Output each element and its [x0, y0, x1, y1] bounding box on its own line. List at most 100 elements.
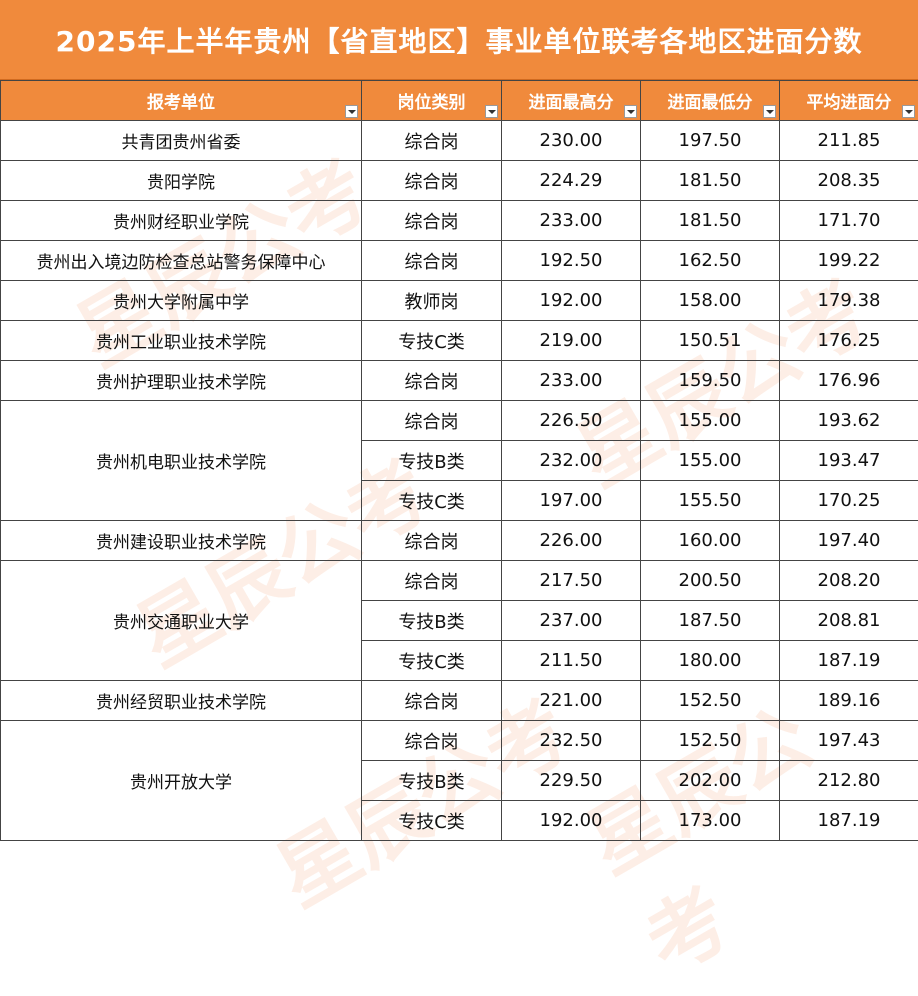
cell-min[interactable]: 173.00 — [641, 801, 780, 841]
header-label: 报考单位 — [147, 93, 215, 113]
cell-post[interactable]: 综合岗 — [362, 561, 502, 601]
filter-dropdown-icon[interactable] — [345, 105, 358, 118]
cell-avg[interactable]: 187.19 — [780, 641, 918, 681]
cell-post[interactable]: 专技C类 — [362, 481, 502, 521]
cell-min[interactable]: 162.50 — [641, 241, 780, 281]
cell-avg[interactable]: 199.22 — [780, 241, 918, 281]
cell-avg[interactable]: 179.38 — [780, 281, 918, 321]
cell-max[interactable]: 229.50 — [502, 761, 641, 801]
filter-dropdown-icon[interactable] — [485, 105, 498, 118]
cell-unit[interactable]: 贵州大学附属中学 — [1, 281, 362, 321]
cell-post[interactable]: 专技B类 — [362, 601, 502, 641]
cell-max[interactable]: 224.29 — [502, 161, 641, 201]
cell-min[interactable]: 155.00 — [641, 441, 780, 481]
cell-avg[interactable]: 193.47 — [780, 441, 918, 481]
cell-max[interactable]: 226.50 — [502, 401, 641, 441]
cell-min[interactable]: 202.00 — [641, 761, 780, 801]
cell-avg[interactable]: 187.19 — [780, 801, 918, 841]
cell-post[interactable]: 专技C类 — [362, 801, 502, 841]
cell-min[interactable]: 159.50 — [641, 361, 780, 401]
cell-unit[interactable]: 贵州机电职业技术学院 — [1, 401, 362, 521]
cell-post[interactable]: 综合岗 — [362, 361, 502, 401]
cell-min[interactable]: 181.50 — [641, 201, 780, 241]
cell-min[interactable]: 155.50 — [641, 481, 780, 521]
cell-post[interactable]: 综合岗 — [362, 721, 502, 761]
cell-post[interactable]: 专技C类 — [362, 321, 502, 361]
cell-post[interactable]: 综合岗 — [362, 681, 502, 721]
filter-dropdown-icon[interactable] — [624, 105, 637, 118]
cell-avg[interactable]: 208.81 — [780, 601, 918, 641]
cell-max[interactable]: 232.50 — [502, 721, 641, 761]
cell-unit[interactable]: 贵州工业职业技术学院 — [1, 321, 362, 361]
cell-post[interactable]: 综合岗 — [362, 201, 502, 241]
cell-max[interactable]: 219.00 — [502, 321, 641, 361]
cell-max[interactable]: 192.00 — [502, 801, 641, 841]
cell-unit[interactable]: 贵州经贸职业技术学院 — [1, 681, 362, 721]
cell-max[interactable]: 230.00 — [502, 121, 641, 161]
header-label: 平均进面分 — [807, 93, 892, 113]
cell-max[interactable]: 226.00 — [502, 521, 641, 561]
cell-avg[interactable]: 211.85 — [780, 121, 918, 161]
cell-min[interactable]: 200.50 — [641, 561, 780, 601]
cell-max[interactable]: 237.00 — [502, 601, 641, 641]
cell-min[interactable]: 197.50 — [641, 121, 780, 161]
cell-post[interactable]: 综合岗 — [362, 121, 502, 161]
cell-avg[interactable]: 197.43 — [780, 721, 918, 761]
cell-min[interactable]: 152.50 — [641, 721, 780, 761]
cell-max[interactable]: 197.00 — [502, 481, 641, 521]
header-max[interactable]: 进面最高分 — [502, 81, 641, 121]
cell-max[interactable]: 211.50 — [502, 641, 641, 681]
header-min[interactable]: 进面最低分 — [641, 81, 780, 121]
cell-avg[interactable]: 170.25 — [780, 481, 918, 521]
filter-dropdown-icon[interactable] — [763, 105, 776, 118]
cell-max[interactable]: 233.00 — [502, 201, 641, 241]
cell-unit[interactable]: 贵州开放大学 — [1, 721, 362, 841]
cell-min[interactable]: 150.51 — [641, 321, 780, 361]
cell-max[interactable]: 221.00 — [502, 681, 641, 721]
filter-dropdown-icon[interactable] — [902, 105, 915, 118]
cell-unit[interactable]: 贵州建设职业技术学院 — [1, 521, 362, 561]
cell-min[interactable]: 160.00 — [641, 521, 780, 561]
cell-post[interactable]: 专技B类 — [362, 441, 502, 481]
cell-avg[interactable]: 193.62 — [780, 401, 918, 441]
cell-min[interactable]: 152.50 — [641, 681, 780, 721]
cell-max[interactable]: 232.00 — [502, 441, 641, 481]
cell-min[interactable]: 158.00 — [641, 281, 780, 321]
cell-min[interactable]: 181.50 — [641, 161, 780, 201]
cell-unit[interactable]: 贵州出入境边防检查总站警务保障中心 — [1, 241, 362, 281]
header-avg[interactable]: 平均进面分 — [780, 81, 918, 121]
cell-avg[interactable]: 197.40 — [780, 521, 918, 561]
cell-max[interactable]: 192.50 — [502, 241, 641, 281]
cell-avg[interactable]: 208.35 — [780, 161, 918, 201]
cell-unit[interactable]: 贵州财经职业学院 — [1, 201, 362, 241]
cell-post[interactable]: 综合岗 — [362, 241, 502, 281]
cell-unit[interactable]: 贵州护理职业技术学院 — [1, 361, 362, 401]
cell-post[interactable]: 综合岗 — [362, 521, 502, 561]
cell-avg[interactable]: 176.25 — [780, 321, 918, 361]
cell-max[interactable]: 233.00 — [502, 361, 641, 401]
cell-post[interactable]: 专技B类 — [362, 761, 502, 801]
cell-post[interactable]: 综合岗 — [362, 161, 502, 201]
cell-max[interactable]: 217.50 — [502, 561, 641, 601]
cell-avg[interactable]: 212.80 — [780, 761, 918, 801]
cell-avg[interactable]: 208.20 — [780, 561, 918, 601]
cell-unit[interactable]: 贵阳学院 — [1, 161, 362, 201]
cell-post[interactable]: 教师岗 — [362, 281, 502, 321]
cell-max[interactable]: 192.00 — [502, 281, 641, 321]
header-post[interactable]: 岗位类别 — [362, 81, 502, 121]
cell-avg[interactable]: 189.16 — [780, 681, 918, 721]
cell-avg[interactable]: 171.70 — [780, 201, 918, 241]
cell-unit[interactable]: 共青团贵州省委 — [1, 121, 362, 161]
cell-min[interactable]: 155.00 — [641, 401, 780, 441]
page-title: 2025年上半年贵州【省直地区】事业单位联考各地区进面分数 — [0, 0, 918, 80]
cell-unit[interactable]: 贵州交通职业大学 — [1, 561, 362, 681]
header-label: 岗位类别 — [398, 93, 466, 113]
cell-min[interactable]: 180.00 — [641, 641, 780, 681]
cell-post[interactable]: 综合岗 — [362, 401, 502, 441]
cell-post[interactable]: 专技C类 — [362, 641, 502, 681]
cell-avg[interactable]: 176.96 — [780, 361, 918, 401]
cell-min[interactable]: 187.50 — [641, 601, 780, 641]
header-unit[interactable]: 报考单位 — [1, 81, 362, 121]
